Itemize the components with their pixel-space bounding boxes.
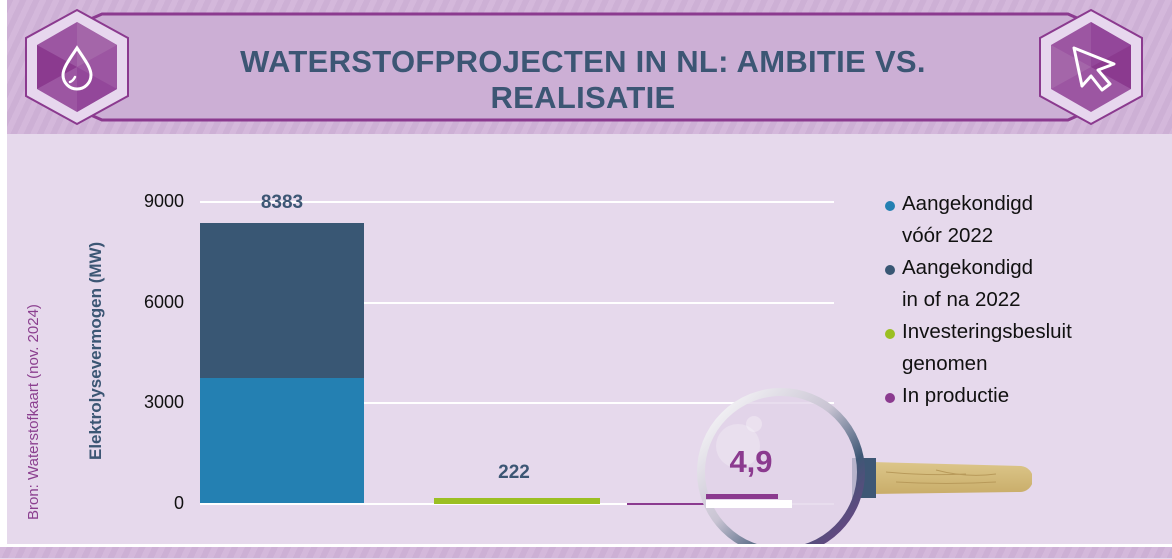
legend-dot-icon	[885, 265, 895, 275]
legend-item-announced-2022-or-later: Aangekondigd in of na 2022	[885, 252, 1072, 316]
legend-item-in-production: In productie	[885, 380, 1072, 412]
cursor-pointer-icon	[1036, 8, 1146, 131]
bar-in-production	[627, 503, 767, 505]
gridline-9000	[200, 201, 834, 203]
legend-label: Aangekondigd	[902, 256, 1034, 279]
y-axis-label: Elektrolysevermogen (MW)	[86, 241, 105, 460]
gridline-6000	[200, 302, 834, 304]
legend-item-investment-decision: Investeringsbesluit genomen	[885, 316, 1072, 380]
magnifying-glass: 4,9	[686, 384, 1034, 556]
y-tick-6000: 6000	[143, 292, 184, 312]
value-label-in-production: 4,9	[729, 444, 773, 479]
bar-investment-decision	[434, 498, 600, 504]
footer-band	[0, 544, 1172, 558]
legend-item-announced-before-2022: Aangekondigd vóór 2022	[885, 188, 1072, 252]
gridline-3000	[200, 402, 834, 404]
legend-label: Investeringsbesluit	[902, 320, 1072, 343]
page-title: WATERSTOFPROJECTEN IN NL: AMBITIE VS. RE…	[240, 44, 926, 115]
legend-label: genomen	[902, 352, 988, 375]
value-label-announced: 8383	[260, 192, 304, 213]
y-tick-9000: 9000	[143, 191, 184, 211]
y-tick-0: 0	[173, 493, 184, 513]
legend-label: in of na 2022	[902, 288, 1021, 311]
legend-label: In productie	[902, 384, 1010, 407]
gridline-0	[200, 503, 834, 505]
legend-label: Aangekondigd	[902, 192, 1034, 215]
legend-dot-icon	[885, 329, 895, 339]
legend-dot-icon	[885, 393, 895, 403]
value-label-investment: 222	[498, 462, 530, 483]
source-note: Bron: Waterstofkaart (nov. 2024)	[25, 304, 42, 520]
chart-legend: Aangekondigd vóór 2022 Aangekondigd in o…	[885, 188, 1072, 412]
legend-dot-icon	[885, 201, 895, 211]
left-margin	[0, 0, 7, 555]
water-drop-icon	[22, 8, 132, 131]
bar-announced-before-2022	[200, 378, 364, 503]
y-tick-3000: 3000	[143, 392, 184, 412]
bar-announced-2022-or-later	[200, 223, 364, 378]
legend-label: vóór 2022	[902, 224, 994, 247]
